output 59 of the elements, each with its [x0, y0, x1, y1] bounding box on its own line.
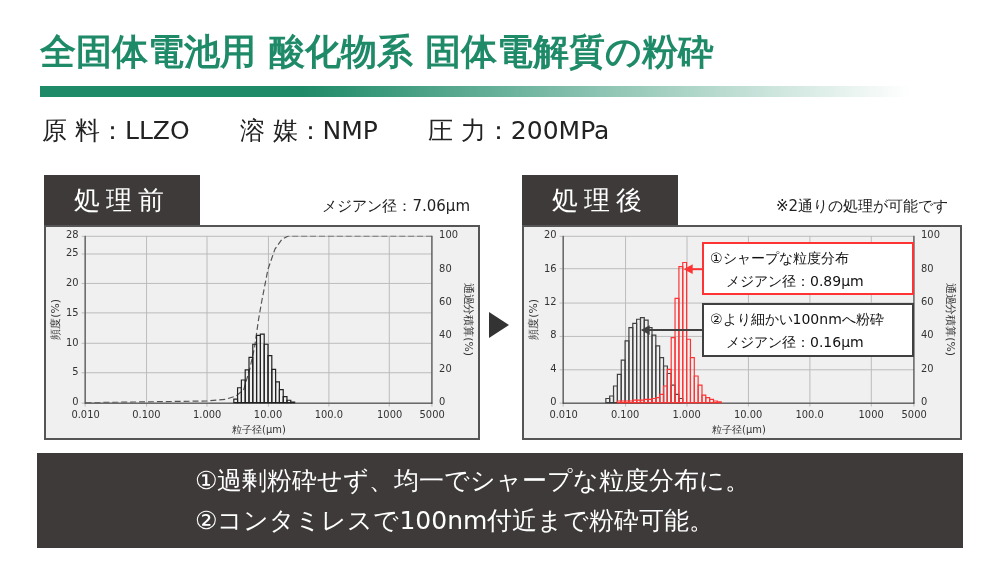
- x-tick-label: 0.010: [71, 409, 100, 420]
- y2-tick-label: 80: [439, 262, 452, 274]
- y-tick-label: 25: [66, 247, 79, 259]
- x-tick-label: 1000: [858, 409, 884, 420]
- y2-tick-label: 100: [439, 229, 458, 241]
- y-axis-title: 頻度(%): [49, 298, 63, 340]
- y-tick-label: 20: [66, 277, 79, 289]
- chart-subtitle: 原 料：LLZO 溶 媒：NMP 圧 力：200MPa: [42, 115, 610, 147]
- text: ※2通りの処理が可能です: [775, 197, 948, 216]
- y2-tick-label: 0: [439, 396, 446, 408]
- y2-tick-label: 0: [921, 396, 928, 408]
- y-tick-label: 28: [66, 229, 79, 241]
- annotation: ①シャープな粒度分布: [710, 249, 850, 268]
- y2-tick-label: 40: [921, 329, 934, 341]
- y2-axis-title: 通過分積算(%): [461, 282, 475, 356]
- y-tick-label: 16: [544, 262, 557, 274]
- y2-axis-title: 通過分積算(%): [943, 282, 957, 356]
- y2-tick-label: 60: [439, 296, 452, 308]
- y-tick-label: 0: [72, 396, 79, 408]
- y2-tick-label: 100: [921, 229, 940, 241]
- y-axis-title: 頻度(%): [527, 298, 541, 340]
- y-tick-label: 5: [72, 366, 79, 378]
- x-tick-label: 0.100: [610, 409, 640, 420]
- annotation: メジアン径：0.89μm: [725, 272, 865, 291]
- y2-tick-label: 40: [439, 329, 452, 341]
- x-axis-title: 粒子径(μm): [231, 423, 286, 435]
- x-tick-label: 1.000: [193, 409, 222, 420]
- y-tick-label: 20: [544, 229, 557, 241]
- x-tick-label: 100.0: [795, 409, 824, 420]
- annotation: ②より細かい100nmへ粉砕: [710, 310, 885, 329]
- y2-tick-label: 20: [921, 362, 934, 374]
- x-tick-label: 0.010: [549, 409, 578, 420]
- callout-box: ①シャープな粒度分布 メジアン径：0.89μm: [702, 242, 914, 295]
- text: 処理前: [44, 175, 200, 225]
- y-tick-label: 10: [66, 336, 79, 348]
- annotation: メジアン径：0.16μm: [725, 333, 865, 352]
- text: ①過剰粉砕せず、均一でシャープな粒度分布に。: [195, 465, 752, 497]
- y-tick-label: 0: [550, 396, 557, 408]
- x-tick-label: 1.000: [672, 409, 701, 420]
- x-tick-label: 0.100: [132, 409, 161, 420]
- y2-tick-label: 80: [921, 262, 934, 274]
- x-tick-label: 10.00: [733, 409, 763, 420]
- callout-box: ②より細かい100nmへ粉砕 メジアン径：0.16μm: [702, 303, 914, 357]
- y-tick-label: 15: [66, 306, 79, 318]
- x-tick-label: 10.00: [253, 409, 283, 420]
- y-tick-label: 4: [550, 362, 557, 374]
- chart-title: 全固体電池用 酸化物系 固体電解質の粉砕: [40, 30, 715, 74]
- text: ②コンタミレスで100nm付近まで粉砕可能。: [195, 505, 716, 537]
- x-tick-label: 5000: [419, 409, 445, 420]
- x-axis-title: 粒子径(μm): [711, 423, 766, 435]
- text: メジアン径：7.06μm: [322, 197, 470, 216]
- text: 処理後: [522, 175, 678, 225]
- y-tick-label: 12: [544, 296, 557, 308]
- x-tick-label: 1000: [377, 409, 403, 420]
- x-tick-label: 100.0: [314, 409, 343, 420]
- y-tick-label: 8: [550, 329, 557, 341]
- y2-tick-label: 20: [439, 362, 452, 374]
- y2-tick-label: 60: [921, 296, 934, 308]
- x-tick-label: 5000: [901, 409, 927, 420]
